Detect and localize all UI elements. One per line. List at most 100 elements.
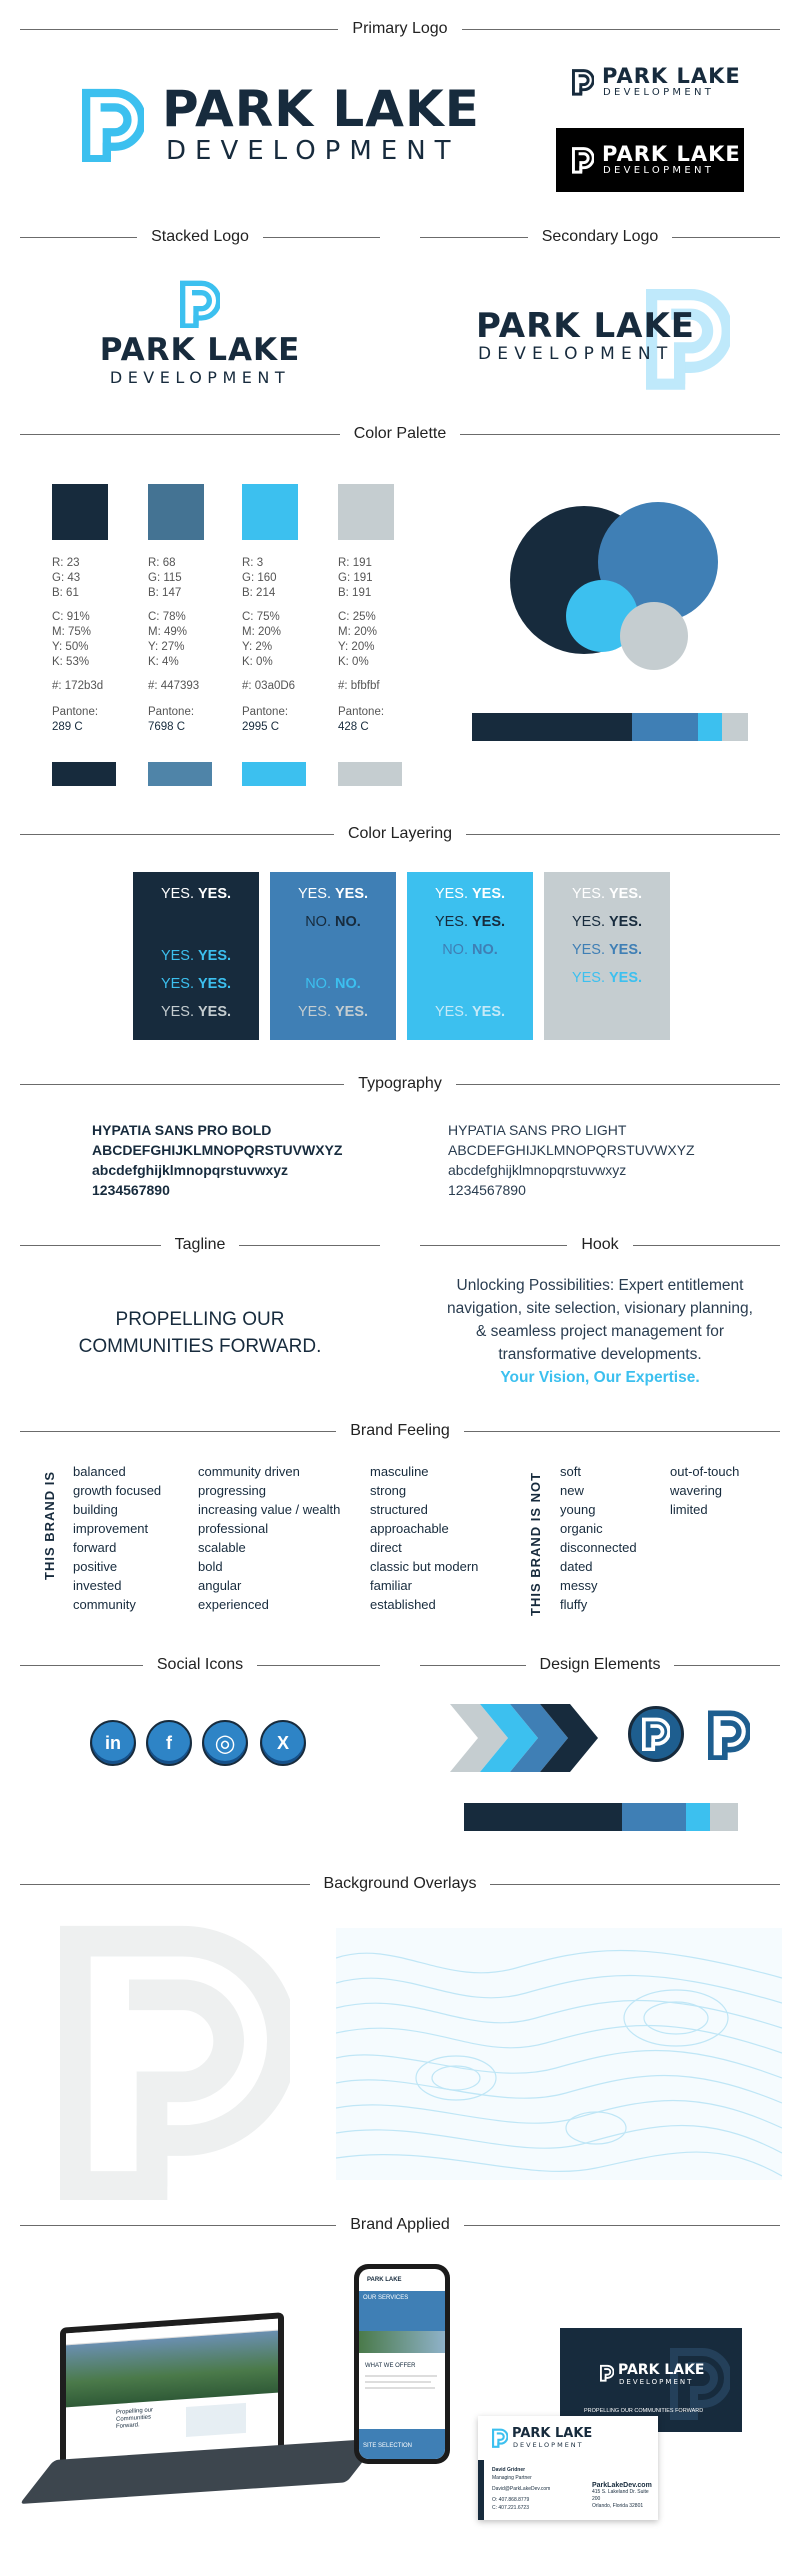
layer-row: YES. YES. xyxy=(160,1004,232,1020)
phone-section-title: WHAT WE OFFER xyxy=(365,2363,416,2369)
feeling-word: limited xyxy=(670,1502,708,1517)
section-title: Tagline xyxy=(174,1236,226,1253)
feeling-word: increasing value / wealth xyxy=(198,1502,341,1517)
section-title: Primary Logo xyxy=(352,20,448,37)
hook-emphasis: Your Vision, Our Expertise. xyxy=(500,1369,700,1386)
laptop-text: Forward. xyxy=(116,2422,140,2430)
p-mark-standalone-icon xyxy=(708,1710,750,1760)
cmyk-c: C: 25% xyxy=(338,611,376,623)
instagram-icon[interactable]: ◎ xyxy=(202,1720,248,1766)
card-person: David Gridner xyxy=(492,2467,526,2473)
chevron-gray xyxy=(450,1704,508,1772)
hex-value: #: 03a0D6 xyxy=(242,680,296,692)
section-title: Typography xyxy=(358,1075,442,1092)
layer-row: YES. YES. xyxy=(434,886,506,902)
sample-digits: 1234567890 xyxy=(92,1182,170,1198)
section-title: Secondary Logo xyxy=(541,228,659,245)
hex-value: #: 447393 xyxy=(148,680,200,692)
hex-value: #: 172b3d xyxy=(52,680,104,692)
cmyk-m: M: 75% xyxy=(52,626,91,638)
section-title: Design Elements xyxy=(539,1656,661,1673)
facebook-icon[interactable]: f xyxy=(146,1720,192,1766)
section-title: Background Overlays xyxy=(323,1875,477,1892)
feeling-word: direct xyxy=(370,1540,402,1555)
feeling-word: forward xyxy=(73,1540,117,1555)
swatch-blue xyxy=(148,484,204,540)
rgb-g: G: 115 xyxy=(148,572,182,584)
swatch-info-sky: R: 3 G: 160 B: 214 C: 75% M: 20% Y: 2% K: 0% … xyxy=(242,556,334,735)
cmyk-y: Y: 2% xyxy=(242,641,273,653)
hook-line: navigation, site selection, visionary pl… xyxy=(447,1300,753,1317)
cmyk-m: M: 20% xyxy=(242,626,281,638)
ratio-navy xyxy=(472,713,632,741)
pantone-value: 2995 C xyxy=(242,721,280,733)
rgb-g: G: 43 xyxy=(52,572,81,584)
layer-row: YES. YES. xyxy=(434,914,506,930)
cmyk-y: Y: 50% xyxy=(52,641,89,653)
feeling-word: balanced xyxy=(73,1464,126,1479)
cmyk-y: Y: 20% xyxy=(338,641,375,653)
tagline-line: COMMUNITIES FORWARD. xyxy=(78,1336,322,1357)
p-mark-icon xyxy=(492,2428,508,2448)
business-card-front: PARK LAKE DEVELOPMENT David Gridner Mana… xyxy=(478,2416,658,2520)
feeling-word: progressing xyxy=(198,1483,266,1498)
swatch-navy xyxy=(52,484,108,540)
chevron-sky xyxy=(480,1704,538,1772)
section-header-primary-logo: Primary Logo xyxy=(20,20,780,38)
brand-name: PARK LAKE xyxy=(476,306,696,346)
brand-name: PARK LAKE xyxy=(618,2362,705,2378)
card-tagline: PROPELLING OUR COMMUNITIES FORWARD xyxy=(584,2408,704,2414)
pantone-label: Pantone: xyxy=(148,706,195,718)
section-header-background-overlays: Background Overlays xyxy=(20,1875,780,1893)
palette-circles xyxy=(510,502,718,670)
section-header-brand-feeling: Brand Feeling xyxy=(20,1422,780,1440)
layer-row: NO. NO. xyxy=(305,914,361,930)
pantone-label: Pantone: xyxy=(338,706,385,718)
rgb-r: R: 68 xyxy=(148,557,176,569)
sample-upper: ABCDEFGHIJKLMNOPQRSTUVWXYZ xyxy=(448,1142,695,1158)
card-address: Orlando, Florida 32801 xyxy=(592,2503,644,2509)
p-mark-icon xyxy=(642,1717,670,1751)
pantone-value: 7698 C xyxy=(148,721,186,733)
section-title: Color Layering xyxy=(347,825,453,842)
brand-is-not-label: THIS BRAND IS NOT xyxy=(528,1471,543,1616)
ratio-blue xyxy=(632,713,698,741)
p-mark-icon xyxy=(572,68,594,96)
feeling-word: bold xyxy=(198,1559,223,1574)
section-title: Hook xyxy=(581,1236,619,1253)
feeling-word: dated xyxy=(560,1559,593,1574)
rgb-r: R: 3 xyxy=(242,557,264,569)
feeling-word: out-of-touch xyxy=(670,1464,740,1479)
topographic-overlay xyxy=(336,1928,782,2180)
feeling-column-2: community driven progressing increasing va… xyxy=(198,1462,340,1614)
swatch-sky xyxy=(242,484,298,540)
stacked-logo: PARK LAKE DEVELOPMENT xyxy=(90,280,310,400)
primary-logo-black-box: PARK LAKE DEVELOPMENT xyxy=(556,128,744,192)
ratio-gray xyxy=(710,1803,738,1831)
palette-ratio-bar xyxy=(472,713,748,741)
feeling-word: scalable xyxy=(198,1540,246,1555)
feeling-word: strong xyxy=(370,1483,407,1498)
layer-row: YES. YES. xyxy=(160,886,232,902)
x-icon[interactable]: X xyxy=(260,1720,306,1766)
layer-row: NO. NO. xyxy=(442,942,498,958)
feeling-word: classic but modern xyxy=(370,1559,479,1574)
hook-line: & seamless project management for xyxy=(475,1323,725,1340)
feeling-word: messy xyxy=(560,1578,598,1593)
section-header-tagline: Tagline xyxy=(20,1236,381,1254)
swatch-bar-navy xyxy=(52,762,116,786)
p-mark-icon xyxy=(180,280,220,328)
circle-gray xyxy=(620,602,688,670)
linkedin-icon[interactable]: in xyxy=(90,1720,136,1766)
feeling-word: building xyxy=(73,1502,118,1517)
feeling-word: young xyxy=(560,1502,596,1517)
cmyk-m: M: 20% xyxy=(338,626,377,638)
card-phone: O: 407.868.8779 xyxy=(492,2497,530,2503)
phone-bottom-banner: SITE SELECTION xyxy=(359,2429,445,2459)
card-role: Managing Partner xyxy=(492,2475,532,2481)
cmyk-k: K: 0% xyxy=(338,656,369,668)
section-header-secondary-logo: Secondary Logo xyxy=(420,228,780,246)
phone-brand: PARK LAKE xyxy=(367,2277,402,2283)
pantone-value: 289 C xyxy=(52,721,83,733)
section-header-hook: Hook xyxy=(420,1236,781,1254)
